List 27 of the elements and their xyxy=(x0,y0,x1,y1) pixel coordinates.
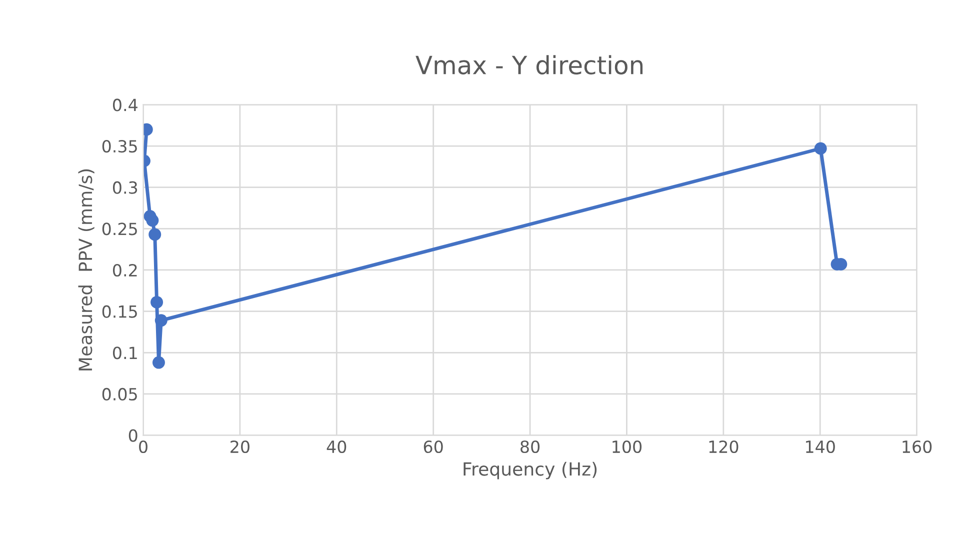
y-axis-title: Measured PPV (mm/s) xyxy=(78,169,94,370)
point xyxy=(148,228,162,241)
y-tick-label: 0.2 xyxy=(112,264,137,277)
x-tick-label: 40 xyxy=(326,440,346,454)
y-tick-label: 0.1 xyxy=(112,346,137,360)
x-tick-label: 140 xyxy=(806,440,835,454)
point xyxy=(150,296,164,308)
y-tick-label: 0.4 xyxy=(112,98,138,112)
x-tick-label: 160 xyxy=(902,440,932,454)
y-tick-label: 0 xyxy=(128,429,138,442)
x-tick-label: 100 xyxy=(612,440,642,454)
x-axis-title: Frequency (Hz) xyxy=(464,462,597,480)
point xyxy=(152,356,165,369)
x-tick-label: 60 xyxy=(424,440,443,454)
y-tick-label: 0.15 xyxy=(102,305,137,318)
point xyxy=(814,142,827,155)
x-tick-label: 80 xyxy=(520,440,540,454)
y-tick-label: 0.35 xyxy=(102,140,137,153)
chart-title: Vmax - Y direction xyxy=(416,55,643,74)
point xyxy=(146,214,159,227)
point xyxy=(154,314,168,327)
x-tick-label: 120 xyxy=(709,440,738,454)
x-tick-label: 20 xyxy=(230,440,250,454)
x-tick-label: 0 xyxy=(139,440,148,454)
y-tick-label: 0.3 xyxy=(112,181,138,194)
y-tick-label: 0.25 xyxy=(102,222,137,236)
y-tick-label: 0.05 xyxy=(102,388,137,401)
